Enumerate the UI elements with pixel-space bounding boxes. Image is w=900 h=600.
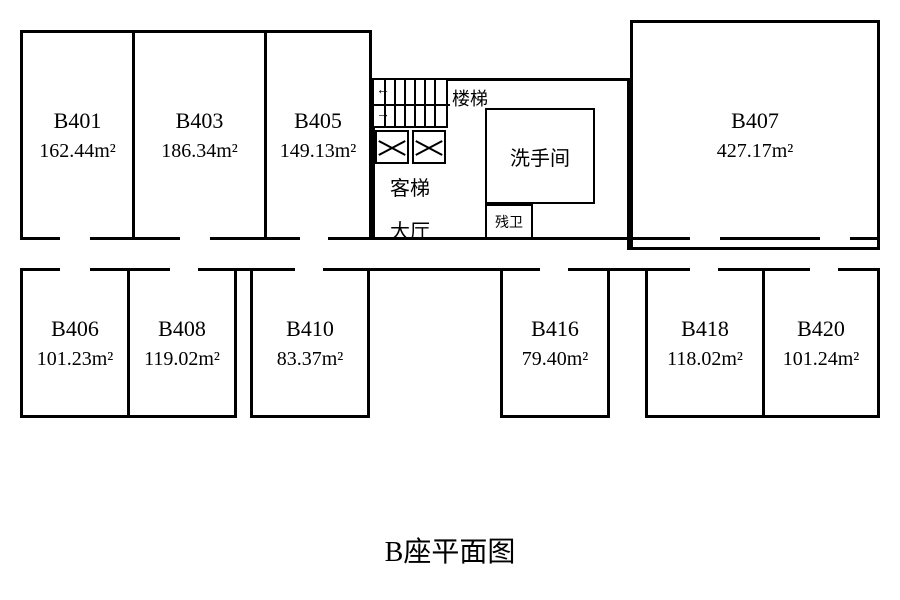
door-notch	[170, 265, 198, 273]
accessible-label: 残卫	[495, 212, 523, 232]
room-area: 79.40m²	[522, 348, 589, 371]
room-id: B420	[797, 316, 845, 342]
room-id: B410	[286, 316, 334, 342]
room-b407: B407 427.17m²	[630, 20, 880, 250]
room-id: B406	[51, 316, 99, 342]
room-id: B408	[158, 316, 206, 342]
room-b420: B420 101.24m²	[762, 268, 880, 418]
room-id: B418	[681, 316, 729, 342]
core-outline-right	[627, 78, 630, 250]
room-b416: B416 79.40m²	[500, 268, 610, 418]
room-area: 119.02m²	[144, 348, 220, 371]
lobby-opening-left	[367, 268, 370, 418]
corridor-top-line	[20, 237, 880, 240]
elevator-label: 客梯	[390, 172, 430, 201]
room-b408: B408 119.02m²	[127, 268, 237, 418]
room-id: B405	[294, 108, 342, 134]
room-area: 118.02m²	[667, 348, 743, 371]
elevator-icon	[375, 130, 409, 164]
door-notch	[180, 234, 210, 242]
page-title: B座平面图	[0, 530, 900, 570]
door-notch	[300, 234, 328, 242]
room-b403: B403 186.34m²	[132, 30, 267, 240]
room-area: 427.17m²	[717, 140, 794, 163]
room-b401: B401 162.44m²	[20, 30, 135, 240]
room-b406: B406 101.23m²	[20, 268, 130, 418]
room-area: 149.13m²	[280, 140, 357, 163]
arrow-right-icon: →	[376, 108, 390, 122]
door-notch	[540, 265, 568, 273]
door-notch	[820, 234, 850, 242]
door-notch	[810, 265, 838, 273]
room-b410: B410 83.37m²	[250, 268, 370, 418]
room-area: 101.24m²	[783, 348, 860, 371]
washroom-label: 洗手间	[510, 142, 570, 171]
room-area: 83.37m²	[277, 348, 344, 371]
room-id: B407	[731, 108, 779, 134]
door-notch	[690, 234, 720, 242]
room-id: B401	[54, 108, 102, 134]
room-id: B416	[531, 316, 579, 342]
room-id: B403	[176, 108, 224, 134]
room-area: 186.34m²	[161, 140, 238, 163]
room-area: 162.44m²	[39, 140, 116, 163]
door-notch	[690, 265, 718, 273]
arrow-left-icon: ←	[376, 84, 390, 98]
stairs-label: 楼梯	[452, 85, 488, 111]
door-notch	[60, 234, 90, 242]
washroom: 洗手间	[485, 108, 595, 204]
stairs: ← →	[372, 78, 448, 128]
floorplan: B401 162.44m² B403 186.34m² B405 149.13m…	[20, 30, 880, 450]
room-b405: B405 149.13m²	[264, 30, 372, 240]
room-b418: B418 118.02m²	[645, 268, 765, 418]
elevator-icon	[412, 130, 446, 164]
door-notch	[60, 265, 90, 273]
room-area: 101.23m²	[37, 348, 114, 371]
accessible-wc: 残卫	[485, 204, 533, 240]
door-notch	[295, 265, 323, 273]
